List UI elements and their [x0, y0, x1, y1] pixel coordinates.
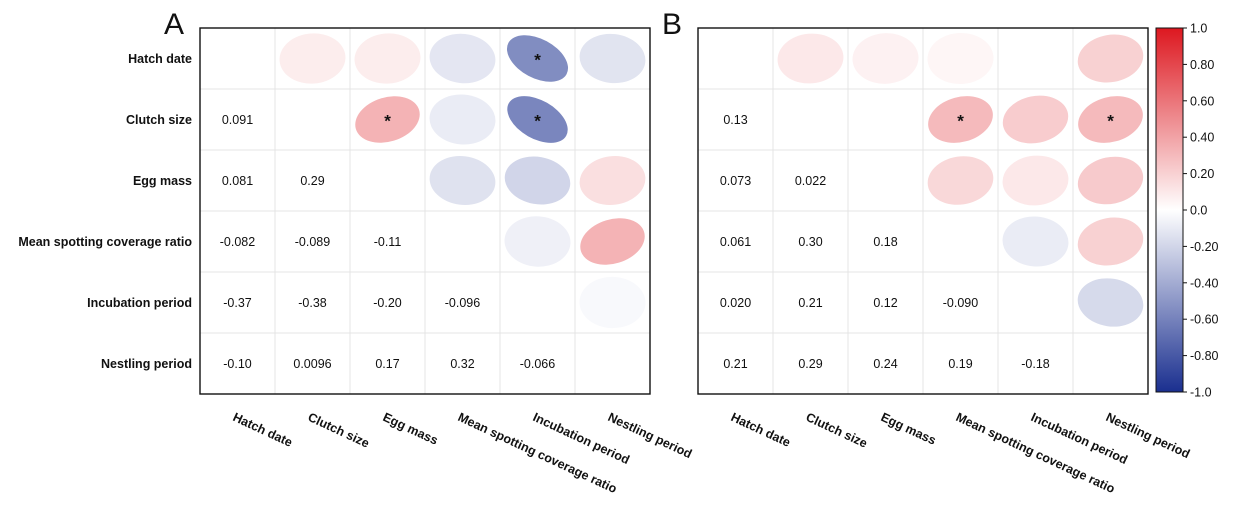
correlation-value: -0.10 — [223, 357, 252, 371]
correlation-value: 0.13 — [723, 113, 747, 127]
correlation-ellipse — [504, 156, 571, 205]
correlation-ellipse — [1077, 217, 1144, 266]
correlation-value: -0.38 — [298, 296, 327, 310]
correlation-ellipse — [504, 216, 571, 267]
correlation-ellipse — [1002, 216, 1069, 267]
correlation-value: -0.090 — [943, 296, 978, 310]
correlation-ellipse — [429, 33, 496, 84]
correlation-ellipse — [1077, 34, 1144, 83]
correlation-ellipse — [507, 96, 568, 143]
correlation-value: 0.073 — [720, 174, 751, 188]
correlation-ellipse — [354, 33, 421, 84]
panel-border — [199, 27, 651, 395]
significance-star: * — [534, 51, 541, 70]
correlation-value: -0.18 — [1021, 357, 1050, 371]
row-label: Nestling period — [101, 357, 192, 371]
correlation-ellipse — [927, 32, 994, 85]
correlation-value: -0.37 — [223, 296, 252, 310]
correlation-value: 0.29 — [798, 357, 822, 371]
colorbar-tick-label: -0.80 — [1190, 349, 1219, 363]
colorbar-tick-label: -1.0 — [1190, 386, 1212, 400]
row-label: Mean spotting coverage ratio — [18, 235, 192, 249]
correlation-ellipse — [579, 33, 646, 84]
correlation-value: -0.096 — [445, 296, 480, 310]
column-label: Egg mass — [879, 410, 938, 448]
panel-a: A * * * 0.091 0.081 0.29 -0.082 -0.089 -0.11 -0.37… — [18, 8, 694, 496]
significance-star: * — [384, 112, 391, 131]
correlation-ellipse — [506, 35, 569, 82]
row-label: Hatch date — [128, 52, 192, 66]
correlation-value: -0.089 — [295, 235, 330, 249]
panels-layer: A * * * 0.091 0.081 0.29 -0.082 -0.089 -0.11 -0.37… — [18, 8, 1192, 496]
significance-star: * — [1107, 112, 1114, 131]
colorbar-tick-label: 0.80 — [1190, 58, 1214, 72]
correlation-ellipse — [928, 96, 993, 143]
correlation-ellipse — [355, 96, 420, 143]
colorbar-tick-label: -0.20 — [1190, 240, 1219, 254]
correlation-ellipse — [579, 276, 646, 329]
column-label: Hatch date — [231, 410, 295, 450]
correlation-ellipse — [1002, 155, 1069, 206]
correlation-ellipse — [580, 218, 645, 265]
panel-b: B * * 0.13 0.073 0.022 0.061 0.30 0.18 0.020 0.21 0… — [662, 8, 1192, 496]
colorbar-tick-label: 0.60 — [1190, 94, 1214, 108]
correlation-value: 0.020 — [720, 296, 751, 310]
correlation-value: 0.091 — [222, 113, 253, 127]
panel-letter: A — [164, 8, 184, 41]
colorbar-tick-label: -0.60 — [1190, 313, 1219, 327]
correlation-value: 0.21 — [723, 357, 747, 371]
column-label: Egg mass — [381, 410, 440, 448]
correlation-ellipse — [429, 94, 496, 145]
correlation-value: 0.081 — [222, 174, 253, 188]
significance-star: * — [534, 112, 541, 131]
column-label: Hatch date — [729, 410, 793, 450]
correlation-ellipse — [1077, 156, 1144, 205]
correlation-value: 0.30 — [798, 235, 822, 249]
panel-letter: B — [662, 8, 682, 41]
correlation-value: 0.0096 — [293, 357, 331, 371]
correlation-ellipse — [852, 33, 919, 84]
colorbar-tick-label: 1.0 — [1190, 22, 1207, 36]
colorbar-tick-label: 0.0 — [1190, 204, 1207, 218]
correlation-value: 0.061 — [720, 235, 751, 249]
correlation-value: 0.29 — [300, 174, 324, 188]
significance-star: * — [957, 112, 964, 131]
correlation-ellipse — [429, 155, 496, 206]
correlation-value: 0.18 — [873, 235, 897, 249]
correlation-ellipse — [777, 33, 844, 84]
correlation-ellipse — [279, 33, 346, 84]
correlation-value: 0.17 — [375, 357, 399, 371]
correlation-value: 0.022 — [795, 174, 826, 188]
colorbar-tick-label: 0.40 — [1190, 131, 1214, 145]
colorbar-tick-label: 0.20 — [1190, 167, 1214, 181]
column-label: Clutch size — [804, 410, 870, 451]
correlation-value: 0.12 — [873, 296, 897, 310]
correlation-ellipse — [927, 156, 994, 205]
correlation-value: 0.32 — [450, 357, 474, 371]
correlation-ellipse — [1078, 96, 1143, 143]
correlation-value: 0.24 — [873, 357, 897, 371]
correlation-ellipse — [579, 155, 646, 206]
correlation-value: -0.082 — [220, 235, 255, 249]
correlation-value: -0.066 — [520, 357, 555, 371]
correlation-value: 0.19 — [948, 357, 972, 371]
row-label: Clutch size — [126, 113, 192, 127]
correlation-ellipse — [1077, 278, 1144, 327]
colorbar-tick-label: -0.40 — [1190, 276, 1219, 290]
colorbar-gradient — [1155, 27, 1184, 393]
row-label: Egg mass — [133, 174, 192, 188]
correlation-value: -0.20 — [373, 296, 402, 310]
colorbar: 1.0 0.80 0.60 0.40 0.20 0.0 -0.20 -0.40 -0.60 -0.… — [1155, 22, 1219, 400]
column-label: Clutch size — [306, 410, 372, 451]
correlation-ellipse — [1002, 95, 1069, 144]
correlation-value: 0.21 — [798, 296, 822, 310]
correlation-value: -0.11 — [374, 235, 402, 249]
row-label: Incubation period — [87, 296, 192, 310]
panel-border — [697, 27, 1149, 395]
